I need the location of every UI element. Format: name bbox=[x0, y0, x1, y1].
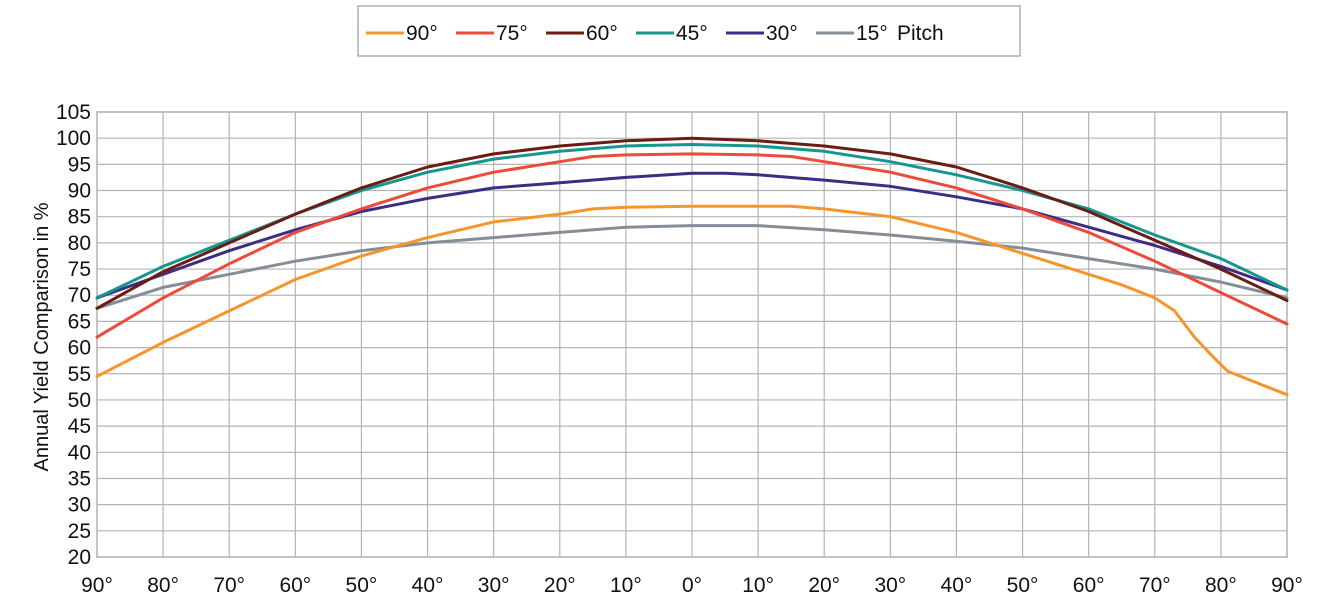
x-tick-label: 50° bbox=[1007, 574, 1039, 597]
x-tick-label: 30° bbox=[478, 574, 510, 597]
x-tick-label: 90° bbox=[81, 574, 113, 597]
x-tick-label: 10° bbox=[742, 574, 774, 597]
x-tick-label: 40° bbox=[412, 574, 444, 597]
x-tick-label: 30° bbox=[874, 574, 906, 597]
x-tick-label: 60° bbox=[1073, 574, 1105, 597]
y-tick-label: 100 bbox=[56, 127, 91, 150]
y-tick-label: 55 bbox=[68, 363, 91, 386]
y-tick-label: 45 bbox=[68, 415, 91, 438]
series-line-1 bbox=[95, 152, 1289, 339]
series-line-0 bbox=[95, 204, 1289, 397]
legend-box bbox=[357, 5, 1021, 57]
x-tick-label: 50° bbox=[346, 574, 378, 597]
x-axis-ticks: 90° 80° 70° 60° 50° 40° 30° 20° 10° 0° 10° 20° 30° 40… bbox=[81, 574, 1303, 597]
x-tick-label: 80° bbox=[1205, 574, 1237, 597]
y-tick-label: 20 bbox=[68, 546, 91, 569]
legend-label-1: 75° bbox=[496, 22, 528, 45]
series-group bbox=[95, 136, 1289, 397]
x-tick-label: 20° bbox=[544, 574, 576, 597]
y-tick-label: 30 bbox=[68, 494, 91, 517]
y-tick-label: 90 bbox=[68, 180, 91, 203]
x-tick-label: 70° bbox=[1139, 574, 1171, 597]
y-tick-label: 25 bbox=[68, 520, 91, 543]
series-line-4 bbox=[95, 171, 1289, 300]
y-tick-label: 65 bbox=[68, 310, 91, 333]
legend: 90° 75° 60° 45° 30° 15° Pitch bbox=[357, 5, 1021, 57]
legend-label-5: 15° bbox=[856, 22, 888, 45]
series-line-2 bbox=[95, 136, 1289, 310]
grid bbox=[96, 111, 1288, 558]
y-tick-label: 85 bbox=[68, 206, 91, 229]
x-tick-label: 90° bbox=[1271, 574, 1303, 597]
legend-label-4: 30° bbox=[766, 22, 798, 45]
x-tick-label: 20° bbox=[808, 574, 840, 597]
y-axis-label: Annual Yield Comparison in % bbox=[31, 202, 53, 471]
y-tick-label: 80 bbox=[68, 232, 91, 255]
y-tick-label: 75 bbox=[68, 258, 91, 281]
x-tick-label: 80° bbox=[147, 574, 179, 597]
x-tick-label: 60° bbox=[279, 574, 311, 597]
x-tick-label: 0° bbox=[682, 574, 702, 597]
y-tick-label: 70 bbox=[68, 284, 91, 307]
y-tick-label: 50 bbox=[68, 389, 91, 412]
y-tick-label: 40 bbox=[68, 441, 91, 464]
x-tick-label: 70° bbox=[213, 574, 245, 597]
x-tick-label: 40° bbox=[941, 574, 973, 597]
legend-label-2: 60° bbox=[586, 22, 618, 45]
y-tick-label: 95 bbox=[68, 153, 91, 176]
y-axis-ticks: 20 25 30 35 40 45 50 55 60 65 70 75 80 85 90 95 100 105 bbox=[56, 101, 91, 569]
y-tick-label: 60 bbox=[68, 337, 91, 360]
series-line-5 bbox=[95, 224, 1289, 310]
legend-suffix: Pitch bbox=[897, 22, 944, 45]
legend-label-0: 90° bbox=[406, 22, 438, 45]
y-tick-label: 35 bbox=[68, 467, 91, 490]
x-tick-label: 10° bbox=[610, 574, 642, 597]
legend-label-3: 45° bbox=[676, 22, 708, 45]
y-tick-label: 105 bbox=[56, 101, 91, 124]
